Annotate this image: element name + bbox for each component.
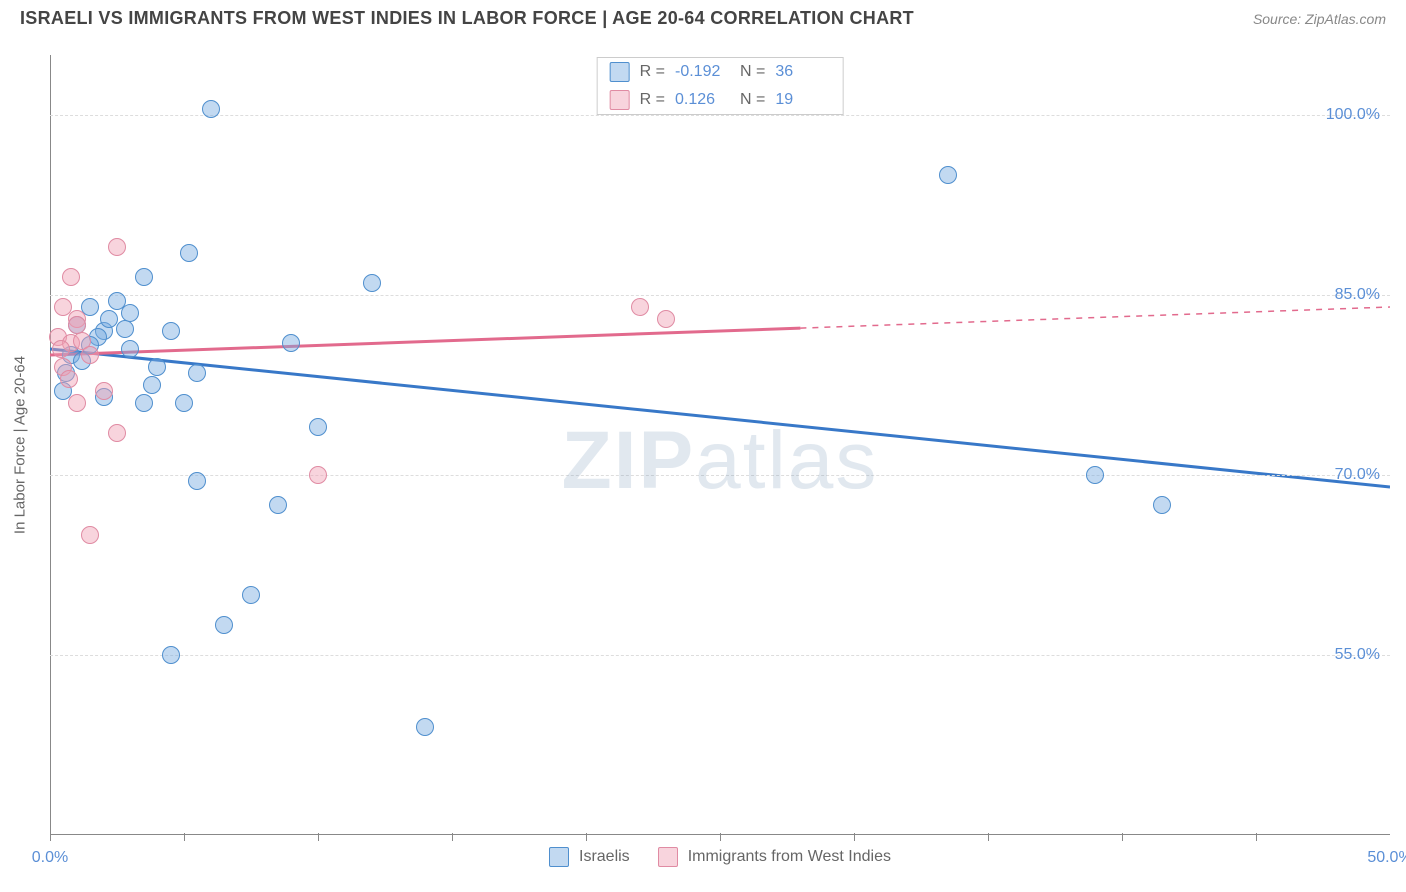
scatter-point-israelis bbox=[1153, 496, 1171, 514]
scatter-point-israelis bbox=[116, 320, 134, 338]
scatter-point-israelis bbox=[162, 646, 180, 664]
swatch-immigrants bbox=[610, 90, 630, 110]
stats-legend-box: R = -0.192 N = 36 R = 0.126 N = 19 bbox=[597, 57, 844, 115]
scatter-point-israelis bbox=[100, 310, 118, 328]
r-value-2: 0.126 bbox=[675, 91, 730, 109]
y-tick-label: 100.0% bbox=[1326, 106, 1380, 124]
r-value-1: -0.192 bbox=[675, 63, 730, 81]
x-tick bbox=[452, 833, 453, 841]
source-credit: Source: ZipAtlas.com bbox=[1253, 11, 1386, 27]
chart-title: ISRAELI VS IMMIGRANTS FROM WEST INDIES I… bbox=[20, 8, 914, 29]
chart-header: ISRAELI VS IMMIGRANTS FROM WEST INDIES I… bbox=[0, 0, 1406, 37]
x-tick bbox=[854, 833, 855, 841]
scatter-point-immigrants bbox=[68, 316, 86, 334]
scatter-point-israelis bbox=[135, 268, 153, 286]
x-tick bbox=[318, 833, 319, 841]
scatter-point-israelis bbox=[135, 394, 153, 412]
legend-label-immigrants: Immigrants from West Indies bbox=[688, 848, 891, 866]
gridline bbox=[50, 475, 1390, 476]
scatter-point-immigrants bbox=[60, 370, 78, 388]
x-tick bbox=[50, 833, 51, 841]
scatter-point-israelis bbox=[215, 616, 233, 634]
scatter-point-immigrants bbox=[108, 424, 126, 442]
scatter-point-israelis bbox=[175, 394, 193, 412]
scatter-point-israelis bbox=[363, 274, 381, 292]
r-label-1: R = bbox=[640, 63, 665, 81]
x-tick bbox=[586, 833, 587, 841]
legend-swatch-immigrants bbox=[658, 847, 678, 867]
legend-swatch-israelis bbox=[549, 847, 569, 867]
stats-row-immigrants: R = 0.126 N = 19 bbox=[598, 86, 843, 114]
scatter-point-israelis bbox=[180, 244, 198, 262]
scatter-point-israelis bbox=[416, 718, 434, 736]
scatter-point-israelis bbox=[148, 358, 166, 376]
y-tick-label: 55.0% bbox=[1335, 646, 1380, 664]
scatter-point-israelis bbox=[143, 376, 161, 394]
scatter-point-immigrants bbox=[657, 310, 675, 328]
x-tick bbox=[1122, 833, 1123, 841]
chart-area: In Labor Force | Age 20-64 55.0%70.0%85.… bbox=[50, 55, 1390, 835]
x-tick bbox=[184, 833, 185, 841]
r-label-2: R = bbox=[640, 91, 665, 109]
scatter-point-israelis bbox=[188, 364, 206, 382]
x-tick bbox=[720, 833, 721, 841]
scatter-point-israelis bbox=[282, 334, 300, 352]
n-value-1: 36 bbox=[775, 63, 830, 81]
n-label-1: N = bbox=[740, 63, 765, 81]
scatter-point-israelis bbox=[309, 418, 327, 436]
scatter-point-israelis bbox=[242, 586, 260, 604]
scatter-point-immigrants bbox=[62, 268, 80, 286]
scatter-point-immigrants bbox=[95, 382, 113, 400]
scatter-point-immigrants bbox=[631, 298, 649, 316]
scatter-point-israelis bbox=[188, 472, 206, 490]
scatter-point-israelis bbox=[939, 166, 957, 184]
scatter-point-immigrants bbox=[309, 466, 327, 484]
y-tick-label: 70.0% bbox=[1335, 466, 1380, 484]
scatter-point-immigrants bbox=[81, 526, 99, 544]
scatter-point-immigrants bbox=[68, 394, 86, 412]
y-tick-label: 85.0% bbox=[1335, 286, 1380, 304]
gridline bbox=[50, 655, 1390, 656]
y-axis-label: In Labor Force | Age 20-64 bbox=[12, 356, 29, 534]
scatter-point-israelis bbox=[202, 100, 220, 118]
scatter-point-israelis bbox=[162, 322, 180, 340]
scatter-point-israelis bbox=[269, 496, 287, 514]
plot-area: 55.0%70.0%85.0%100.0%0.0%50.0% bbox=[50, 55, 1390, 835]
scatter-point-israelis bbox=[1086, 466, 1104, 484]
x-tick bbox=[1256, 833, 1257, 841]
x-tick-label: 0.0% bbox=[32, 849, 68, 867]
bottom-legend: Israelis Immigrants from West Indies bbox=[549, 847, 891, 867]
gridline bbox=[50, 295, 1390, 296]
scatter-point-immigrants bbox=[52, 340, 70, 358]
stats-row-israelis: R = -0.192 N = 36 bbox=[598, 58, 843, 86]
legend-item-immigrants: Immigrants from West Indies bbox=[658, 847, 891, 867]
legend-item-israelis: Israelis bbox=[549, 847, 630, 867]
legend-label-israelis: Israelis bbox=[579, 848, 630, 866]
scatter-point-immigrants bbox=[81, 346, 99, 364]
swatch-israelis bbox=[610, 62, 630, 82]
gridline bbox=[50, 115, 1390, 116]
n-label-2: N = bbox=[740, 91, 765, 109]
source-name: ZipAtlas.com bbox=[1305, 11, 1386, 27]
x-tick bbox=[988, 833, 989, 841]
x-tick-label: 50.0% bbox=[1367, 849, 1406, 867]
scatter-point-immigrants bbox=[108, 238, 126, 256]
scatter-point-israelis bbox=[121, 340, 139, 358]
n-value-2: 19 bbox=[775, 91, 830, 109]
source-prefix: Source: bbox=[1253, 11, 1305, 27]
